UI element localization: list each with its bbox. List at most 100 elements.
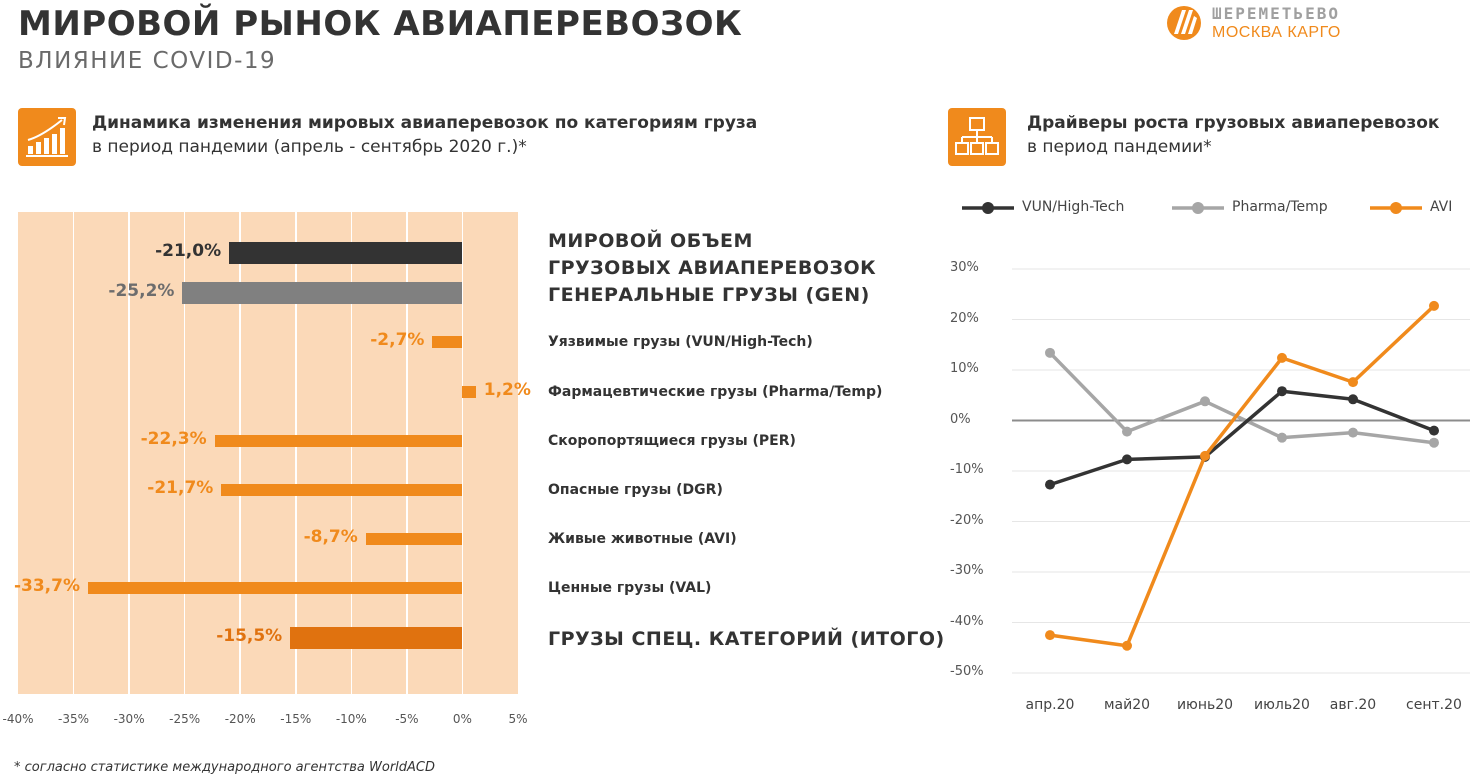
bar [365,533,463,546]
series-point [1200,450,1210,461]
bar-value-label: -22,3% [140,428,207,449]
bar-category-label: Ценные грузы (VAL) [548,580,711,596]
bar-value-label: -33,7% [13,576,80,597]
bar-x-tick-label: -20% [224,712,256,726]
bar-category-label: Скоропортящиеся грузы (PER) [548,433,796,449]
bar [214,434,463,447]
line-y-tick-label: 10% [950,361,979,376]
line-y-tick-label: -30% [950,563,984,578]
bar-category-label: Живые животные (AVI) [548,531,737,547]
logo-subtitle: МОСКВА КАРГО [1212,24,1341,41]
logo-name: ШЕРЕМЕТЬЕВО [1212,4,1340,23]
line-x-tick-label: авг.20 [1329,697,1377,713]
series-point [1348,377,1358,388]
bar-category-label-line: ГРУЗЫ СПЕЦ. КАТЕГОРИЙ (ИТОГО) [548,628,945,651]
bar-gridline [72,212,75,694]
bar-category-label-line: Уязвимые грузы (VUN/High-Tech) [548,334,813,351]
bar-category-label-line: Живые животные (AVI) [548,531,737,548]
bar-gridline [128,212,130,694]
bar-category-label-line: Опасные грузы (DGR) [548,482,723,498]
legend-item[interactable]: AVI [1368,198,1481,218]
bar-category-label-line: ГРУЗОВЫХ АВИАПЕРЕВОЗОК [548,257,877,279]
bar-x-tick-label: -40% [2,712,34,726]
bar-value-label: 1,2% [483,379,531,400]
right-section-heading: Драйверы роста грузовых авиаперевозок в … [1027,111,1439,159]
bar-value-label: -2,7% [370,330,425,351]
hierarchy-icon [948,108,1006,166]
bar-gridline [295,212,297,694]
bar-category-label: МИРОВОЙ ОБЪЕМ ГРУЗОВЫХ АВИАПЕРЕВОЗОК [548,228,876,282]
bar-value-label: -25,2% [108,281,175,302]
bar-category-label-line: Фармацевтические грузы (Pharma/Temp) [548,383,883,400]
line-y-tick-label: -50% [950,664,984,679]
line-y-tick-label: -10% [950,462,984,477]
bar [88,582,463,595]
line-x-tick-label: июнь20 [1176,697,1234,713]
legend-item[interactable]: Pharma/Temp [1170,198,1340,218]
logo-mark-icon [1167,6,1201,40]
page-subtitle: ВЛИЯНИЕ COVID-19 [18,48,277,74]
bar-x-tick-label: 5% [508,712,528,726]
series-point [1122,454,1132,465]
bar-category-label-line: МИРОВОЙ ОБЪЕМ [548,230,753,252]
series-point [1429,300,1439,311]
bar-value-label: -21,7% [147,478,214,498]
line-x-tick-label: июль20 [1254,697,1310,713]
line-x-tick-label: апр.20 [1025,697,1075,713]
left-section-heading: Динамика изменения мировых авиаперевозок… [92,111,757,159]
bar [221,484,463,496]
bar [462,385,476,398]
line-y-tick-label: -40% [950,613,984,629]
series-point [1045,630,1055,641]
bar [432,336,463,349]
series-point [1277,352,1287,363]
legend-swatch-icon [1172,202,1224,214]
legend-swatch-icon [962,202,1014,214]
left-heading-line2: в период пандемии (апрель - сентябрь 202… [92,137,527,157]
series-line [1048,351,1435,445]
company-logo[interactable]: ШЕРЕМЕТЬЕВО МОСКВА КАРГО [1166,4,1456,44]
bar-value-label: -8,7% [303,527,358,548]
series-point [1348,394,1358,405]
series-point [1348,427,1358,438]
legend-label: Pharma/Temp [1232,199,1328,215]
bar-gridline [183,212,186,694]
series-point [1277,432,1287,443]
legend-item[interactable]: VUN/High-Tech [960,198,1130,218]
series-point [1122,426,1132,437]
right-heading-line2: в период пандемии* [1027,137,1212,157]
bar-gridline [239,212,241,694]
bar-x-tick-label: -25% [169,712,201,726]
line-y-tick-label: 30% [950,260,979,275]
bar [182,282,463,305]
footnote: * согласно статистике международного аге… [14,760,436,775]
bar-x-tick-label: -30% [113,712,145,726]
legend-label: AVI [1430,199,1453,215]
series-point [1429,425,1439,436]
bar-category-label: Фармацевтические грузы (Pharma/Temp) [548,384,882,400]
bar-gridline [350,212,353,694]
line-x-tick-label: сент.20 [1406,697,1462,713]
bar-gridline [406,212,408,694]
series-point [1045,479,1055,490]
series-line [1049,389,1435,487]
bar-value-label: -15,5% [216,625,283,646]
bar-category-label: Опасные грузы (DGR) [548,482,723,498]
bar-x-tick-label: 0% [452,712,472,726]
bar [290,626,463,649]
bar-category-label-line: Скоропортящиеся грузы (PER) [548,432,796,449]
bar [229,242,463,264]
legend-swatch-icon [1370,202,1422,214]
series-point [1277,386,1287,397]
line-y-tick-label: 0% [950,411,971,427]
line-x-tick-label: май20 [1103,697,1151,713]
bar-value-label: -21,0% [155,241,222,261]
right-heading-line1: Драйверы роста грузовых авиаперевозок [1027,113,1440,133]
bar-gridline [461,212,464,694]
bar-category-label: ГЕНЕРАЛЬНЫЕ ГРУЗЫ (GEN) [548,282,870,309]
series-point [1122,640,1132,651]
series-line [1049,304,1436,648]
line-y-tick-label: 20% [950,310,979,326]
bar-category-label-line: ГЕНЕРАЛЬНЫЕ ГРУЗЫ (GEN) [548,283,870,306]
